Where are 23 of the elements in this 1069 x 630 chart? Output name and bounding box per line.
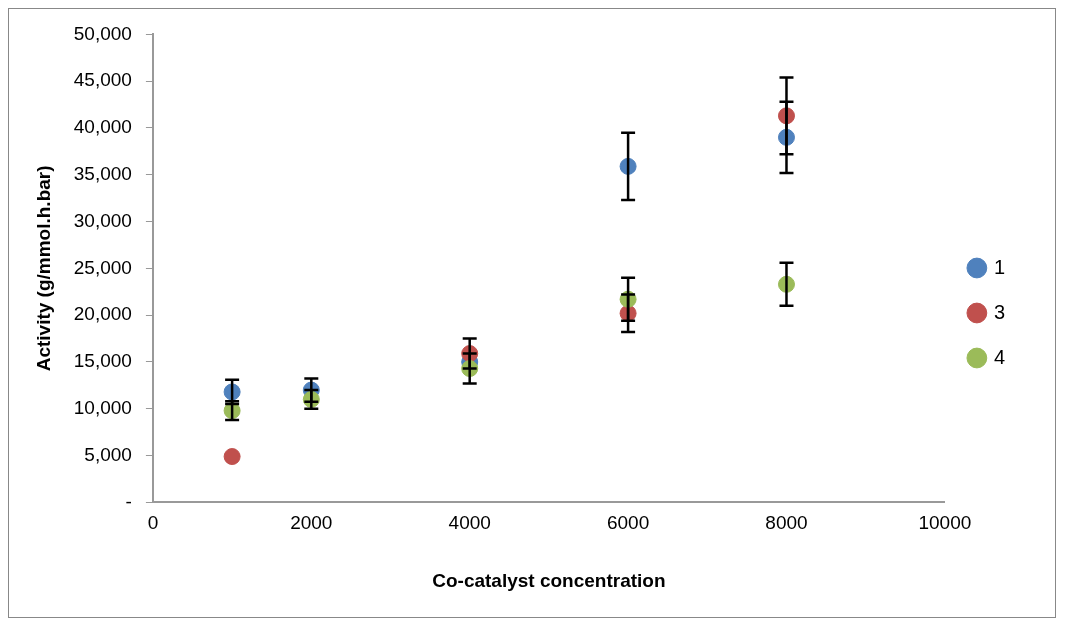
x-tick-label: 2000 <box>290 512 333 534</box>
legend-label: 4 <box>993 345 1005 368</box>
y-tick-label: 20,000 <box>73 303 132 325</box>
y-tick-label: 50,000 <box>73 22 132 44</box>
point <box>223 448 241 466</box>
y-axis-title: Activity (g/mmol.h.bar) <box>32 165 54 372</box>
y-tick-label: 40,000 <box>73 116 132 138</box>
x-tick-label: 4000 <box>448 512 491 534</box>
y-tick-label: 30,000 <box>73 209 132 231</box>
y-tick-label: 15,000 <box>73 350 132 372</box>
y-tick-label: - <box>125 490 132 512</box>
legend-label: 1 <box>993 255 1005 278</box>
x-tick-label: 8000 <box>765 512 808 534</box>
x-tick-label: 6000 <box>606 512 650 534</box>
y-tick-label: 10,000 <box>73 397 132 419</box>
x-axis-title: Co-catalyst concentration <box>432 569 666 591</box>
y-tick-label: 45,000 <box>73 69 132 91</box>
legend-label: 3 <box>993 300 1005 323</box>
y-tick-label: 5,000 <box>84 443 132 465</box>
y-tick-label: 25,000 <box>73 256 132 278</box>
x-tick-label: 0 <box>147 512 159 534</box>
y-tick-label: 35,000 <box>73 163 132 185</box>
x-tick-label: 10000 <box>918 512 972 534</box>
